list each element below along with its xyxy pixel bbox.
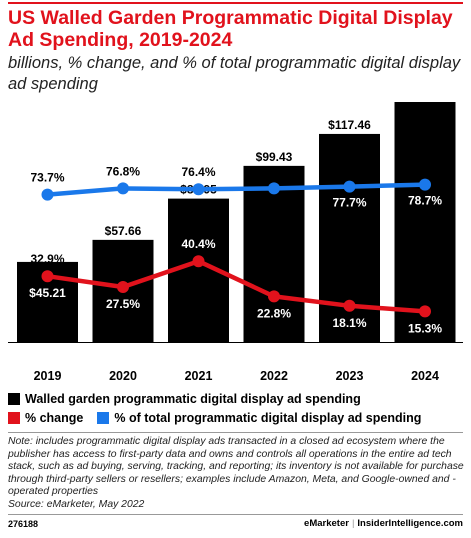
footer-divider <box>8 514 463 515</box>
change-point-2021 <box>192 255 205 268</box>
x-tick-label-2020: 2020 <box>109 369 137 383</box>
change-line <box>47 258 426 314</box>
brand-separator: | <box>351 518 355 529</box>
change-point-2019 <box>41 270 54 283</box>
chart-subtitle: billions, % change, and % of total progr… <box>8 54 461 93</box>
x-tick-label-2021: 2021 <box>185 369 213 383</box>
change-label-2019: 32.9% <box>30 252 64 266</box>
change-point-2023 <box>343 299 356 312</box>
share-point-2022 <box>268 182 280 195</box>
share-point-2023 <box>343 180 356 193</box>
footer-brand: eMarketer | InsiderIntelligence.com <box>304 518 463 529</box>
share-label-2020: 76.8% <box>106 164 140 178</box>
change-label-2021: 40.4% <box>181 237 215 251</box>
share-label-2021: 76.4% <box>181 165 215 179</box>
change-point-2020 <box>117 281 129 293</box>
chart-note: Note: includes programmatic digital disp… <box>8 436 466 512</box>
bar-2022 <box>243 165 305 342</box>
change-label-2022: 22.8% <box>257 306 291 320</box>
x-tick-label-2019: 2019 <box>34 369 62 383</box>
legend-swatch-share <box>97 412 110 424</box>
chart-title: US Walled Garden Programmatic Digital Di… <box>8 7 453 51</box>
share-label-2019: 73.7% <box>30 171 64 185</box>
legend-item-lines: % change % of total programmatic digital… <box>8 410 435 426</box>
title-accent-rule <box>8 2 463 4</box>
brand-insider: InsiderIntelligence.com <box>357 518 463 529</box>
share-line <box>47 182 426 197</box>
share-point-2019 <box>41 188 54 201</box>
source-text: Source: eMarketer, May 2022 <box>8 498 145 510</box>
share-point-2021 <box>192 183 205 196</box>
legend-swatch-bars <box>8 393 20 405</box>
note-text: Note: includes programmatic digital disp… <box>8 436 464 498</box>
note-divider <box>8 432 463 433</box>
share-label-2023: 77.7% <box>332 196 366 210</box>
change-label-2020: 27.5% <box>106 297 140 311</box>
brand-emarketer: eMarketer <box>304 518 349 529</box>
legend-item-bars: Walled garden programmatic digital displ… <box>8 391 375 407</box>
legend-label-change: % change <box>25 411 84 425</box>
legend-label-share: % of total programmatic digital display … <box>114 411 422 425</box>
legend-label-bars: Walled garden programmatic digital displ… <box>25 392 361 406</box>
share-point-2020 <box>117 182 129 195</box>
bar-value-label-2024: $135.49 <box>403 98 447 100</box>
bar-value-label-2019: $45.21 <box>29 286 66 300</box>
legend: Walled garden programmatic digital displ… <box>8 390 463 434</box>
bar-value-label-2020: $57.66 <box>105 224 142 238</box>
x-tick-label-2022: 2022 <box>260 369 288 383</box>
bar-2024 <box>394 102 456 342</box>
bar-value-label-2022: $99.43 <box>256 150 293 164</box>
share-label-2022: 76.8% <box>257 164 291 178</box>
x-tick-label-2023: 2023 <box>336 369 364 383</box>
bar-value-label-2023: $117.46 <box>328 118 371 132</box>
change-point-2024 <box>419 305 431 318</box>
x-tick-label-2024: 2024 <box>411 369 439 383</box>
change-point-2022 <box>268 290 280 303</box>
chart-id: 276188 <box>8 519 39 529</box>
change-label-2023: 18.1% <box>332 316 366 330</box>
legend-swatch-change <box>8 412 20 424</box>
chart-plot: $45.21$57.66$80.95$99.43$117.46$135.4973… <box>8 98 463 383</box>
share-point-2024 <box>419 178 431 191</box>
change-label-2024: 15.3% <box>408 321 442 335</box>
share-label-2024: 78.7% <box>408 194 442 208</box>
